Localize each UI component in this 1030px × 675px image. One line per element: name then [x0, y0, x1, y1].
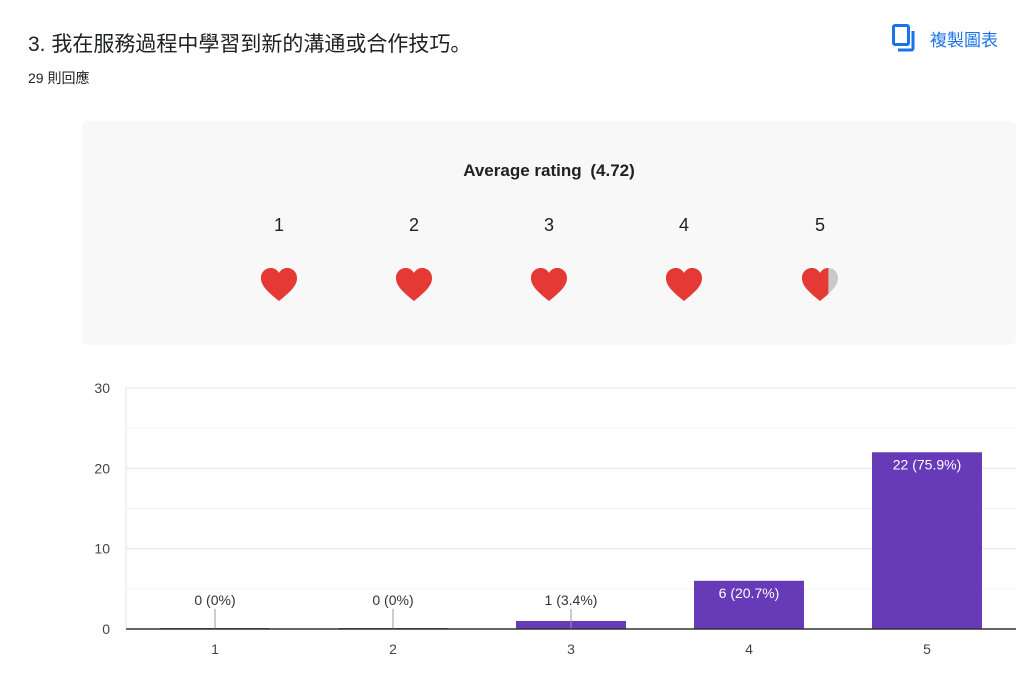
- heart-icon: [260, 267, 298, 303]
- scale-label: 2: [408, 215, 419, 235]
- average-rating-card: Average rating (4.72) 1 2 3 4 5: [82, 121, 1016, 345]
- y-tick-label: 20: [94, 460, 110, 476]
- average-rating-label: Average rating: [463, 161, 582, 180]
- x-tick-label: 3: [567, 641, 575, 657]
- copy-chart-label: 複製圖表: [930, 30, 998, 50]
- y-tick-label: 30: [94, 380, 110, 396]
- data-label: 1 (3.4%): [545, 592, 598, 608]
- heart-icon: [395, 267, 433, 303]
- y-tick-label: 10: [94, 541, 110, 557]
- heart-icon: [530, 267, 568, 303]
- data-label: 6 (20.7%): [719, 585, 780, 601]
- x-tick-label: 4: [745, 641, 753, 657]
- scale-label: 1: [273, 215, 284, 235]
- y-tick-label: 0: [102, 621, 110, 637]
- x-tick-label: 1: [211, 641, 219, 657]
- data-label: 0 (0%): [372, 592, 413, 608]
- data-label: 22 (75.9%): [893, 456, 961, 472]
- copy-icon: [892, 24, 915, 52]
- scale-label: 4: [678, 215, 689, 235]
- bar-chart: 0 10 20 30 0 (0%) 1 0 (0%) 2 1 (3.4%) 3 6 (20.7%) 4…: [94, 380, 1016, 657]
- heart-icon: [801, 267, 839, 303]
- x-tick-label: 5: [923, 641, 931, 657]
- heart-icon: [665, 267, 703, 303]
- response-count: 29 則回應: [28, 70, 90, 86]
- question-title: 3. 我在服務過程中學習到新的溝通或合作技巧。: [28, 33, 472, 56]
- bar: [694, 580, 804, 629]
- average-rating-value: (4.72): [590, 161, 635, 180]
- scale-label: 5: [814, 215, 825, 235]
- scale-label: 3: [543, 215, 554, 235]
- bar: [872, 452, 982, 629]
- copy-chart-button[interactable]: 複製圖表: [892, 22, 998, 54]
- data-label: 0 (0%): [194, 592, 235, 608]
- x-tick-label: 2: [389, 641, 397, 657]
- average-rating-title: Average rating (4.72): [82, 161, 1016, 181]
